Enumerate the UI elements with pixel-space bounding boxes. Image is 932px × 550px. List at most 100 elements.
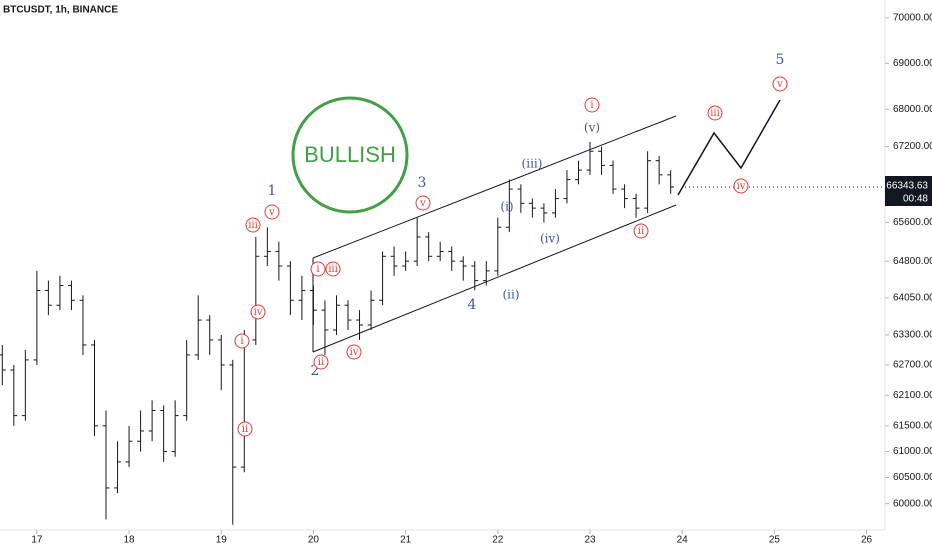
ohlc-bar bbox=[309, 285, 317, 326]
ohlc-bar bbox=[505, 179, 513, 233]
badge-circle bbox=[291, 96, 409, 214]
wave-label-circle bbox=[707, 105, 723, 121]
x-tick-label: 22 bbox=[492, 535, 504, 546]
ohlc-bar bbox=[644, 151, 652, 213]
y-tick-label: 67200.00 bbox=[893, 141, 932, 152]
ohlc-bar bbox=[33, 270, 41, 365]
x-tick-label: 20 bbox=[308, 535, 320, 546]
y-tick-label: 68000.00 bbox=[893, 104, 932, 115]
ohlc-bar bbox=[194, 295, 202, 360]
ohlc-bar bbox=[586, 141, 594, 175]
wave-label: ii bbox=[242, 424, 248, 435]
ohlc-bar bbox=[551, 189, 559, 218]
ohlc-bar bbox=[171, 400, 179, 457]
wave-label: (ii) bbox=[502, 288, 519, 302]
wave-label: 5 bbox=[776, 52, 785, 68]
y-tick-label: 60000.00 bbox=[893, 498, 932, 509]
ohlc-bar bbox=[263, 227, 271, 267]
wave-label: 4 bbox=[468, 297, 477, 313]
channel-lower bbox=[312, 204, 677, 353]
wave-label-circle bbox=[633, 223, 649, 239]
ohlc-bar bbox=[436, 241, 444, 262]
wave-label: i bbox=[316, 264, 319, 275]
ohlc-bar bbox=[56, 275, 64, 311]
x-tick-label: 19 bbox=[216, 535, 228, 546]
ohlc-bar bbox=[10, 364, 18, 426]
y-tick-label: 64800.00 bbox=[893, 256, 932, 267]
ohlc-bar bbox=[79, 295, 87, 355]
wave-label: (i) bbox=[500, 200, 513, 214]
badge-text: BULLISH bbox=[304, 142, 396, 167]
ohlc-bar bbox=[609, 160, 617, 194]
ohlc-bar bbox=[333, 295, 340, 335]
ohlc-bar bbox=[621, 184, 629, 209]
wave-label: 3 bbox=[418, 175, 427, 191]
ohlc-bar bbox=[494, 217, 502, 276]
x-tick-label: 17 bbox=[31, 535, 43, 546]
y-tick-label: 64050.00 bbox=[893, 292, 932, 303]
ohlc-bar bbox=[91, 339, 98, 437]
ohlc-bar bbox=[102, 410, 110, 520]
wave-label: (iii) bbox=[522, 157, 543, 171]
wave-label: i bbox=[240, 336, 243, 347]
y-tick-label: 61000.00 bbox=[893, 446, 932, 457]
wave-label: v bbox=[776, 79, 783, 90]
ohlc-bar bbox=[448, 246, 456, 271]
wave-label-circle bbox=[346, 344, 362, 360]
ohlc-bar bbox=[160, 405, 168, 462]
x-tick-label: 24 bbox=[677, 535, 689, 546]
y-tick-label: 65600.00 bbox=[893, 217, 932, 228]
ohlc-bar bbox=[517, 184, 525, 213]
wave-label-circle bbox=[584, 97, 600, 113]
chart-title: BTCUSDT, 1h, BINANCE bbox=[3, 5, 118, 16]
y-tick-label: 60500.00 bbox=[893, 472, 932, 483]
wave-label-circle bbox=[313, 354, 329, 370]
ohlc-bar bbox=[21, 349, 29, 421]
ohlc-bar bbox=[298, 275, 306, 321]
ohlc-bar bbox=[286, 261, 294, 316]
ohlc-bar bbox=[367, 290, 375, 330]
y-tick-label: 61500.00 bbox=[893, 420, 932, 431]
wave-label-circle bbox=[415, 195, 431, 211]
ohlc-bar bbox=[425, 232, 433, 262]
wave-label-circle bbox=[234, 333, 250, 349]
wave-label: i bbox=[590, 100, 593, 111]
wave-label: v bbox=[268, 207, 275, 218]
wave-label: iv bbox=[737, 181, 746, 192]
ohlc-bar bbox=[390, 246, 398, 276]
price-tag-value: 66343.63 bbox=[886, 181, 928, 192]
ohlc-bar bbox=[137, 410, 145, 452]
ohlc-bar bbox=[206, 315, 214, 355]
wave-label: v bbox=[419, 198, 426, 209]
x-tick-label: 25 bbox=[769, 535, 781, 546]
wave-label: iv bbox=[350, 347, 359, 358]
ohlc-bar bbox=[482, 261, 490, 286]
wave-label-circle bbox=[264, 204, 280, 220]
y-tick-label: 69000.00 bbox=[893, 58, 932, 69]
channel-upper bbox=[312, 115, 677, 259]
ohlc-bar bbox=[598, 146, 605, 175]
y-tick-label: 62100.00 bbox=[893, 390, 932, 401]
x-tick-label: 23 bbox=[584, 535, 596, 546]
ohlc-bar bbox=[667, 170, 675, 194]
wave-label: ii bbox=[638, 226, 644, 237]
x-tick-label: 26 bbox=[861, 535, 873, 546]
price-tag bbox=[885, 176, 932, 206]
ohlc-bar bbox=[575, 160, 582, 185]
wave-label: (iv) bbox=[540, 232, 560, 246]
wave-label: 2 bbox=[311, 363, 320, 379]
wave-label: ii bbox=[318, 357, 324, 368]
ohlc-bar bbox=[563, 170, 571, 204]
ohlc-bar bbox=[217, 334, 225, 391]
x-tick-label: 21 bbox=[400, 535, 412, 546]
wave-label: (v) bbox=[584, 121, 600, 135]
wave-label: iii bbox=[710, 108, 720, 119]
ohlc-bar bbox=[148, 400, 156, 442]
wave-label-circle bbox=[733, 178, 749, 194]
ohlc-bar bbox=[459, 256, 467, 281]
wave-label-circle bbox=[245, 217, 261, 233]
ohlc-bar bbox=[402, 251, 410, 271]
wave-label-circle bbox=[772, 76, 788, 92]
wave-label: iv bbox=[254, 307, 263, 318]
